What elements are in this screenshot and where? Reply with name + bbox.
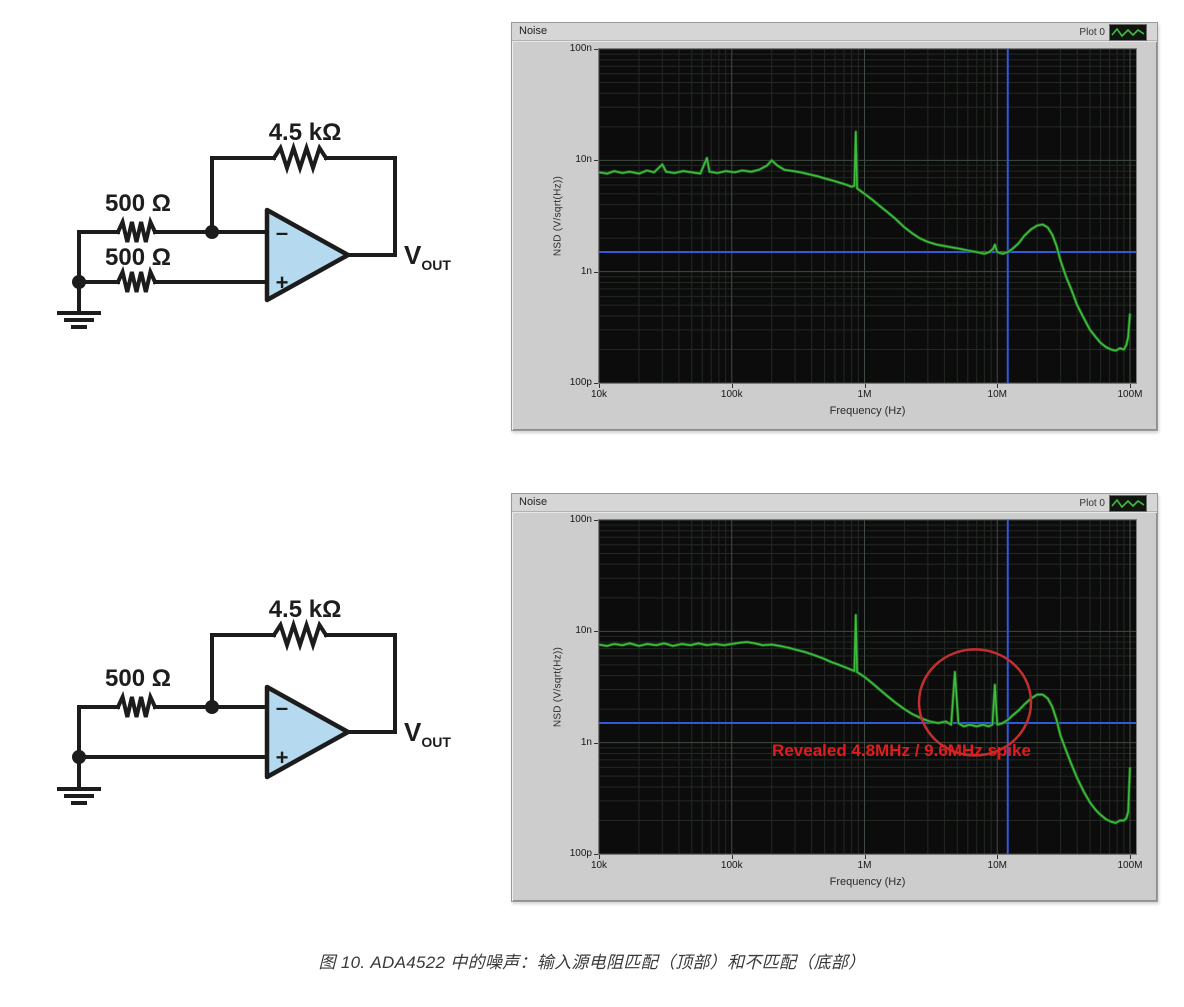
x-tick-mark xyxy=(1130,855,1131,859)
feedback-resistor xyxy=(271,141,329,175)
y-tick-label: 10n xyxy=(575,154,592,166)
plot-title: Noise xyxy=(519,496,548,508)
vout-label: VOUT xyxy=(404,240,451,273)
plot-legend[interactable]: Plot 0 xyxy=(1079,495,1147,512)
input-resistor-minus xyxy=(115,690,158,718)
opamp-minus-sign: – xyxy=(276,220,288,245)
y-tick-mark xyxy=(594,49,598,50)
feedback-resistor xyxy=(271,618,329,652)
spike-annotation-text: Revealed 4.8MHz / 9.6MHz spike xyxy=(772,741,1031,760)
opamp-plus-sign: + xyxy=(276,745,289,770)
y-axis-label: NSD (V/sqrt(Hz)) xyxy=(552,175,564,257)
y-tick-label: 100n xyxy=(569,43,592,54)
y-tick-label: 1n xyxy=(580,736,592,748)
plot-title: Noise xyxy=(519,25,548,37)
opamp-triangle xyxy=(264,207,351,303)
noise-plot-window-top: Noise Plot 0 NSD (V/sqrt(Hz)) Frequency … xyxy=(511,22,1158,431)
x-tick-mark xyxy=(731,855,733,859)
waveform-legend-icon xyxy=(1109,24,1147,41)
y-tick-label: 100p xyxy=(569,377,592,388)
y-tick-mark xyxy=(594,742,598,744)
junction-dot xyxy=(205,700,219,714)
x-axis-label: Frequency (Hz) xyxy=(829,405,906,417)
opamp-circuit-matched: – + 4.5 kΩ 500 Ω 500 Ω VOUT xyxy=(57,119,451,329)
y-tick-label: 100p xyxy=(569,848,592,859)
plot-legend[interactable]: Plot 0 xyxy=(1079,24,1147,41)
y-tick-mark xyxy=(594,160,598,162)
plot-area[interactable] xyxy=(598,48,1137,384)
ground-icon xyxy=(57,787,101,805)
x-axis-label: Frequency (Hz) xyxy=(829,876,906,888)
vout-main: V xyxy=(404,717,422,747)
vout-sub: OUT xyxy=(421,257,451,273)
opamp-triangle xyxy=(264,684,351,780)
wire xyxy=(324,156,397,257)
plot-header: Noise Plot 0 xyxy=(512,23,1157,41)
x-tick-label: 100M xyxy=(1117,389,1143,400)
x-tick-mark xyxy=(997,384,999,388)
y-tick-mark xyxy=(594,383,598,384)
y-tick-mark xyxy=(594,520,598,521)
ground-icon xyxy=(57,311,101,329)
x-tick-label: 10M xyxy=(987,860,1007,871)
plot-header: Noise Plot 0 xyxy=(512,494,1157,512)
wire xyxy=(324,633,397,734)
y-tick-label: 10n xyxy=(575,625,592,637)
vout-sub: OUT xyxy=(421,734,451,750)
resistor-minus-label: 500 Ω xyxy=(105,665,171,692)
legend-label: Plot 0 xyxy=(1079,27,1105,38)
x-tick-label: 10M xyxy=(987,389,1007,400)
vout-label: VOUT xyxy=(404,717,451,750)
x-tick-mark xyxy=(864,855,866,859)
resistor-minus-label: 500 Ω xyxy=(105,190,171,217)
junction-dot xyxy=(72,750,86,764)
noise-curve xyxy=(598,614,1131,824)
y-axis-label: NSD (V/sqrt(Hz)) xyxy=(552,646,564,728)
y-tick-label: 100n xyxy=(569,514,592,525)
y-tick-mark xyxy=(594,854,598,855)
opamp-plus-sign: + xyxy=(276,270,289,295)
y-tick-mark xyxy=(594,631,598,633)
input-resistor-plus xyxy=(115,265,158,293)
x-tick-label: 100M xyxy=(1117,860,1143,871)
x-tick-label: 100k xyxy=(720,860,743,871)
noise-plot-window-bottom: Noise Plot 0 NSD (V/sqrt(Hz)) Revealed 4… xyxy=(511,493,1158,902)
opamp-circuit-unmatched: – + 4.5 kΩ 500 Ω VOUT xyxy=(57,596,451,805)
resistor-plus-label: 500 Ω xyxy=(105,244,171,271)
x-tick-label: 10k xyxy=(590,389,608,400)
junction-dot xyxy=(72,275,86,289)
junction-dot xyxy=(205,225,219,239)
x-tick-mark xyxy=(731,384,733,388)
noise-curve xyxy=(598,131,1131,352)
x-tick-label: 1M xyxy=(857,389,872,400)
input-resistor-minus xyxy=(115,215,158,243)
feedback-resistor-label: 4.5 kΩ xyxy=(269,119,342,146)
x-tick-mark xyxy=(599,855,600,859)
x-tick-mark xyxy=(864,384,866,388)
vout-main: V xyxy=(404,240,422,270)
figure-caption: 图 10. ADA4522 中的噪声：输入源电阻匹配（顶部）和不匹配（底部） xyxy=(318,953,866,972)
plot-area[interactable]: Revealed 4.8MHz / 9.6MHz spike xyxy=(598,519,1137,855)
x-tick-label: 10k xyxy=(590,860,608,871)
spike-highlight-circle xyxy=(917,648,1033,757)
x-tick-mark xyxy=(599,384,600,388)
opamp-minus-sign: – xyxy=(276,695,288,720)
feedback-resistor-label: 4.5 kΩ xyxy=(269,596,342,623)
y-tick-mark xyxy=(594,271,598,273)
x-tick-mark xyxy=(1130,384,1131,388)
waveform-legend-icon xyxy=(1109,495,1147,512)
y-tick-label: 1n xyxy=(580,265,592,277)
legend-label: Plot 0 xyxy=(1079,498,1105,509)
x-tick-label: 1M xyxy=(857,860,872,871)
x-tick-mark xyxy=(997,855,999,859)
x-tick-label: 100k xyxy=(720,389,743,400)
